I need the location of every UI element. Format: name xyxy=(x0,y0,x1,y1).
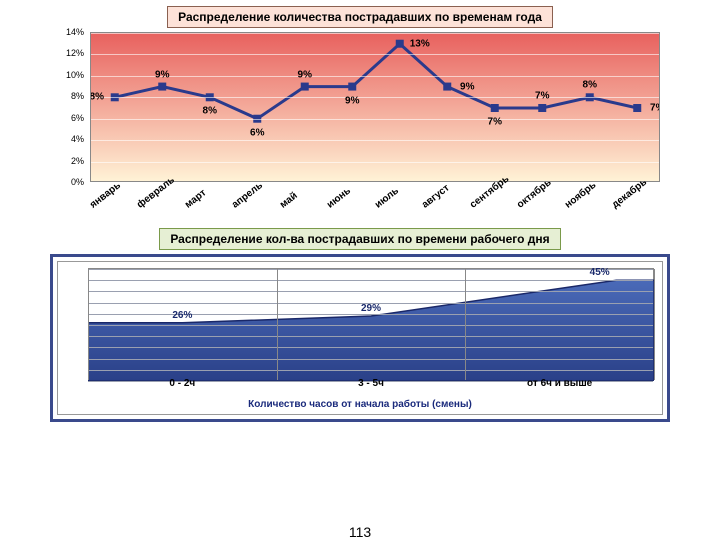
chart1: 0%2%4%6%8%10%12%14% 8%9%8%6%9%9%13%9%7%7… xyxy=(50,32,670,222)
chart2-x-title: Количество часов от начала работы (смены… xyxy=(58,399,662,410)
chart1-y-label: 6% xyxy=(71,113,84,123)
chart1-x-label: ноябрь xyxy=(563,180,598,211)
chart2-vline xyxy=(88,269,89,380)
chart1-y-axis: 0%2%4%6%8%10%12%14% xyxy=(50,32,88,182)
chart2-x-label: 0 - 2ч xyxy=(169,378,195,389)
chart1-gridline xyxy=(91,76,659,77)
chart1-data-label: 9% xyxy=(345,95,359,106)
page-number: 113 xyxy=(349,524,371,540)
chart2-inner: 26% 29% 45% 0 - 2ч 3 - 5ч от 6ч и выше Колич… xyxy=(57,261,663,415)
chart1-x-label: август xyxy=(420,183,452,211)
chart1-data-label: 7% xyxy=(535,91,549,102)
chart1-data-label: 13% xyxy=(410,38,430,49)
chart1-gridline xyxy=(91,140,659,141)
chart2-gridline xyxy=(88,291,653,292)
chart1-plot-area: 8% 9% 8% 6% 9% 9% 13% 9% 7% 7% 8% 7% xyxy=(90,32,660,182)
chart1-x-label: январь xyxy=(88,180,123,211)
chart1-x-label: июль xyxy=(373,185,401,210)
chart2-title: Распределение кол-ва пострадавших по вре… xyxy=(170,232,549,246)
chart1-y-label: 2% xyxy=(71,156,84,166)
chart2-data-label: 45% xyxy=(590,267,610,278)
chart1-x-axis: январьфевральмартапрельмайиюньиюльавгуст… xyxy=(90,184,660,222)
chart2-gridline xyxy=(88,280,653,281)
chart1-data-label: 8% xyxy=(203,106,217,117)
chart2-data-label: 26% xyxy=(172,310,192,321)
chart1-x-label: март xyxy=(183,187,208,210)
chart2-vline xyxy=(465,269,466,380)
chart1-gridline xyxy=(91,162,659,163)
chart2-title-box: Распределение кол-ва пострадавших по вре… xyxy=(159,228,560,250)
chart2-gridline xyxy=(88,325,653,326)
chart1-x-label: май xyxy=(278,190,300,210)
chart1-data-label: 8% xyxy=(90,92,104,103)
chart1-y-label: 12% xyxy=(66,48,84,58)
chart1-data-label: 9% xyxy=(460,81,474,92)
chart2-gridline xyxy=(88,359,653,360)
chart1-data-label: 9% xyxy=(298,69,312,80)
chart1-y-label: 0% xyxy=(71,177,84,187)
chart2-plot-area: 26% 29% 45% xyxy=(88,268,654,380)
chart1-title: Распределение количества пострадавших по… xyxy=(178,10,542,24)
chart2-gridline xyxy=(88,370,653,371)
chart1-gridline xyxy=(91,97,659,98)
chart2-gridline xyxy=(88,336,653,337)
chart1-gridline xyxy=(91,33,659,34)
chart2-x-label: от 6ч и выше xyxy=(527,378,592,389)
chart1-data-label: 7% xyxy=(650,103,660,114)
chart1-y-label: 8% xyxy=(71,91,84,101)
chart1-data-label: 7% xyxy=(488,117,502,128)
chart1-y-label: 10% xyxy=(66,70,84,80)
chart2-x-label: 3 - 5ч xyxy=(358,378,384,389)
chart1-y-label: 14% xyxy=(66,27,84,37)
chart1-data-label: 8% xyxy=(583,80,597,91)
chart1-data-label: 6% xyxy=(250,127,264,138)
chart2-gridline xyxy=(88,269,653,270)
chart1-gridline xyxy=(91,119,659,120)
chart2-gridline xyxy=(88,347,653,348)
chart1-data-label: 9% xyxy=(155,69,169,80)
chart2: 26% 29% 45% 0 - 2ч 3 - 5ч от 6ч и выше Колич… xyxy=(50,254,670,422)
chart2-vline xyxy=(654,269,655,380)
chart1-x-label: апрель xyxy=(230,180,265,211)
chart1-title-box: Распределение количества пострадавших по… xyxy=(167,6,553,28)
chart1-y-label: 4% xyxy=(71,134,84,144)
chart2-x-axis: 0 - 2ч 3 - 5ч от 6ч и выше xyxy=(88,378,652,394)
chart2-vline xyxy=(277,269,278,380)
chart1-x-label: июнь xyxy=(325,185,353,210)
chart2-data-label: 29% xyxy=(361,303,381,314)
chart1-gridline xyxy=(91,54,659,55)
chart1-x-label: октябрь xyxy=(515,177,554,210)
